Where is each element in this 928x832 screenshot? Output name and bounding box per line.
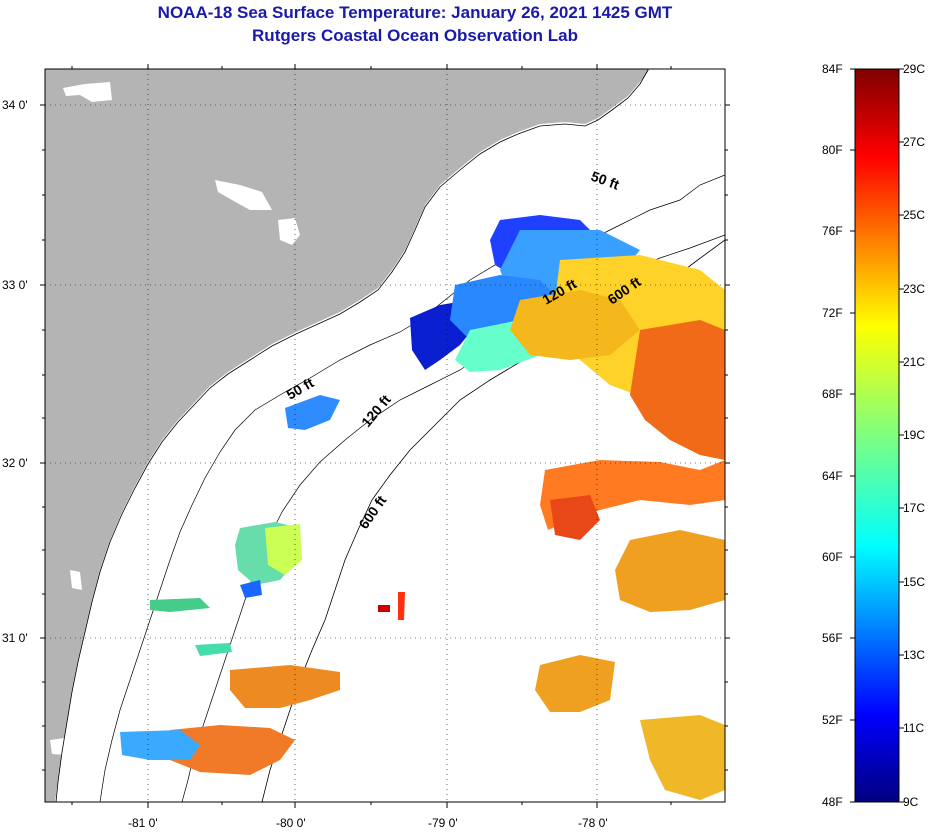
colorbar-c-label: 29C xyxy=(903,62,926,76)
colorbar-f-label: 72F xyxy=(822,306,843,320)
map-grid xyxy=(45,69,725,802)
colorbar-c-label: 11C xyxy=(903,721,925,735)
lon-label-79: -79 0' xyxy=(428,816,458,830)
colorbar-f-label: 76F xyxy=(822,224,843,238)
lon-label-80: -80 0' xyxy=(276,816,306,830)
map-title: NOAA-18 Sea Surface Temperature: January… xyxy=(157,3,673,22)
sst-data xyxy=(120,215,725,800)
colorbar-f-label: 60F xyxy=(822,550,843,564)
lake-patch xyxy=(70,570,82,590)
colorbar-c-label: 21C xyxy=(903,355,926,369)
lat-label-32: 32 0' xyxy=(2,456,28,470)
colorbar-f-label: 80F xyxy=(822,143,843,157)
colorbar-f-label: 48F xyxy=(822,795,843,809)
colorbar-c-label: 23C xyxy=(903,282,926,296)
colorbar-c-label: 9C xyxy=(903,795,919,809)
map-frame xyxy=(44,68,726,803)
colorbar-f-label: 84F xyxy=(822,62,843,76)
colorbar-c-label: 17C xyxy=(903,501,926,515)
lake-patch xyxy=(63,82,112,102)
colorbar-f-label: 52F xyxy=(822,713,843,727)
lake-patch xyxy=(278,218,300,245)
colorbar-c-label: 13C xyxy=(903,648,926,662)
colorbar-f-label: 68F xyxy=(822,387,843,401)
lon-label-81: -81 0' xyxy=(128,816,158,830)
lat-label-31: 31 0' xyxy=(2,631,28,645)
map-subtitle: Rutgers Coastal Ocean Observation Lab xyxy=(252,26,578,45)
lat-label-33: 33 0' xyxy=(2,278,28,292)
lake-patch xyxy=(215,180,272,210)
colorbar-f-label: 56F xyxy=(822,631,843,645)
colorbar xyxy=(854,68,900,803)
coastline xyxy=(55,69,649,802)
colorbar-f-label: 64F xyxy=(822,469,843,483)
colorbar-c-label: 15C xyxy=(903,575,926,589)
colorbar-c-label: 27C xyxy=(903,135,926,149)
colorbar-c-label: 19C xyxy=(903,428,926,442)
lon-label-78: -78 0' xyxy=(578,816,608,830)
lat-label-34: 34 0' xyxy=(2,98,28,112)
land-mass xyxy=(45,69,650,802)
colorbar-c-label: 25C xyxy=(903,208,926,222)
